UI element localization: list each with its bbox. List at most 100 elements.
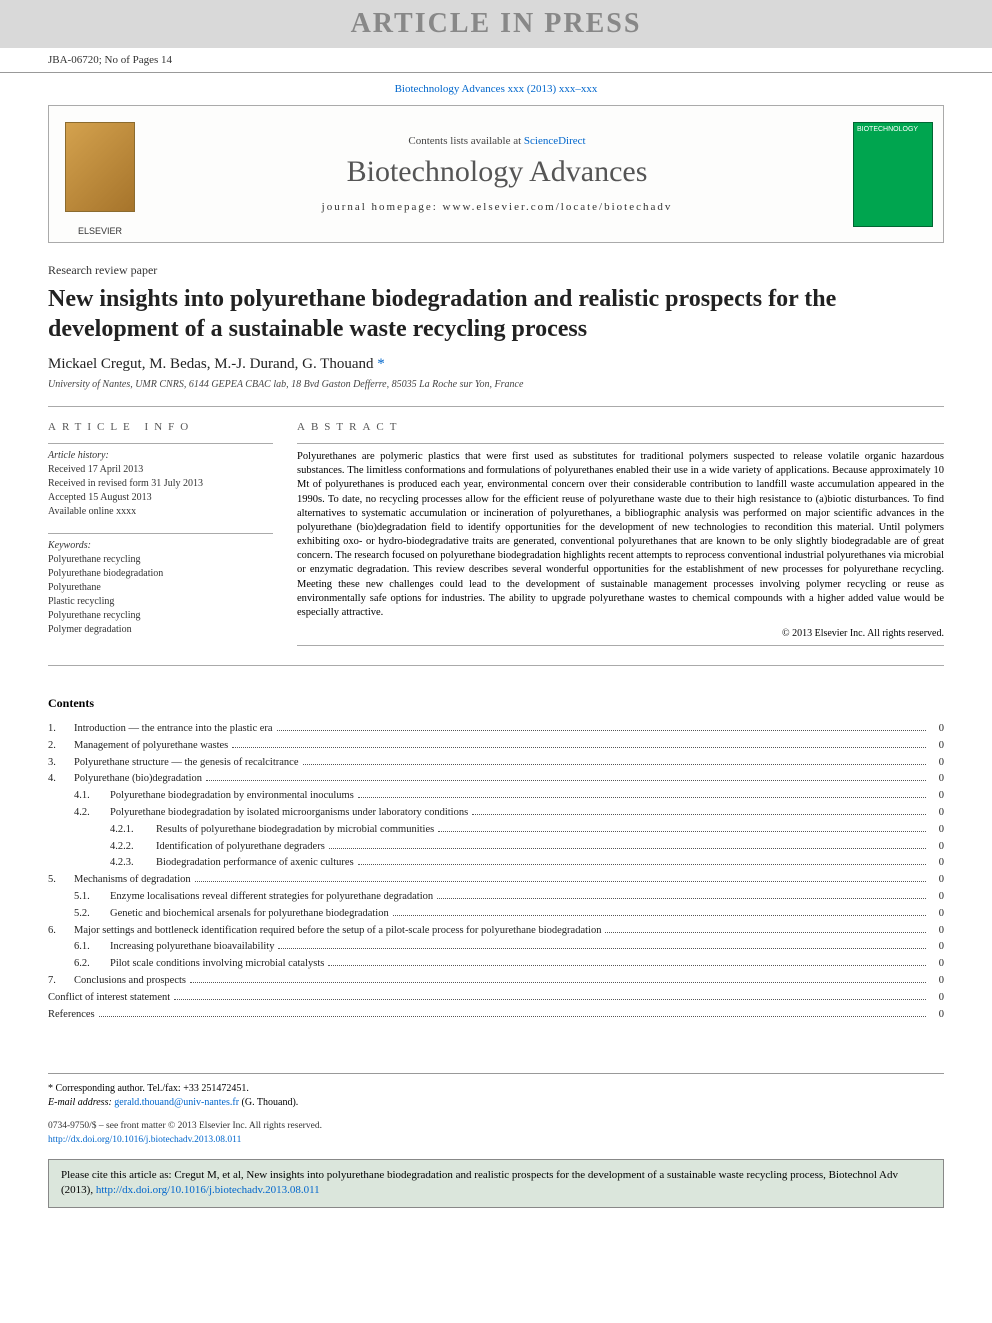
- toc-dots: [605, 932, 926, 933]
- contents-prefix: Contents lists available at: [408, 135, 523, 147]
- toc-label: Identification of polyurethane degraders: [156, 839, 325, 856]
- citation-box: Please cite this article as: Cregut M, e…: [48, 1159, 944, 1208]
- toc-number: 1.: [48, 721, 74, 738]
- corresponding-email-link[interactable]: gerald.thouand@univ-nantes.fr: [114, 1097, 239, 1108]
- toc-label: Introduction — the entrance into the pla…: [74, 721, 273, 738]
- toc-row: 5.Mechanisms of degradation0: [48, 872, 944, 889]
- toc-label: Conclusions and prospects: [74, 973, 186, 990]
- elsevier-logo-container: ELSEVIER: [49, 106, 151, 242]
- toc-label: Increasing polyurethane bioavailability: [110, 939, 274, 956]
- divider-mid: [48, 665, 944, 666]
- toc-page: 0: [930, 990, 944, 1007]
- toc-dots: [393, 915, 926, 916]
- toc-number: 2.: [48, 738, 74, 755]
- toc-number: 5.: [48, 872, 74, 889]
- keywords-head: Keywords:: [48, 540, 273, 551]
- toc-number: 6.: [48, 923, 74, 940]
- toc-dots: [278, 948, 926, 949]
- jba-reference: JBA-06720; No of Pages 14: [0, 48, 992, 73]
- elsevier-tree-icon: [55, 112, 145, 222]
- toc-page: 0: [930, 738, 944, 755]
- toc-row: Conflict of interest statement 0: [48, 990, 944, 1007]
- article-title: New insights into polyurethane biodegrad…: [48, 284, 944, 344]
- toc-label: Pilot scale conditions involving microbi…: [110, 956, 324, 973]
- toc-row: 3.Polyurethane structure — the genesis o…: [48, 755, 944, 772]
- email-suffix: (G. Thouand).: [239, 1097, 298, 1108]
- keyword: Polyurethane recycling: [48, 553, 273, 567]
- toc-dots: [303, 764, 927, 765]
- history-line: Received 17 April 2013: [48, 463, 273, 477]
- toc-number: 4.2.1.: [110, 822, 156, 839]
- front-matter-line: 0734-9750/$ – see front matter © 2013 El…: [48, 1120, 944, 1133]
- toc-page: 0: [930, 973, 944, 990]
- email-label: E-mail address:: [48, 1097, 114, 1108]
- toc-dots: [174, 999, 926, 1000]
- header-center: Contents lists available at ScienceDirec…: [151, 123, 843, 225]
- authors-line: Mickael Cregut, M. Bedas, M.-J. Durand, …: [48, 356, 944, 373]
- toc-dots: [437, 898, 926, 899]
- toc-row: 1.Introduction — the entrance into the p…: [48, 721, 944, 738]
- elsevier-label: ELSEVIER: [55, 226, 145, 236]
- toc-number: 4.2.3.: [110, 855, 156, 872]
- journal-title: Biotechnology Advances: [151, 155, 843, 189]
- citation-doi-link[interactable]: http://dx.doi.org/10.1016/j.biotechadv.2…: [96, 1184, 320, 1196]
- toc-row: 6.1.Increasing polyurethane bioavailabil…: [48, 939, 944, 956]
- toc-dots: [328, 965, 926, 966]
- article-type-label: Research review paper: [48, 263, 944, 278]
- toc-dots: [472, 814, 926, 815]
- front-matter: 0734-9750/$ – see front matter © 2013 El…: [48, 1120, 944, 1147]
- history-line: Available online xxxx: [48, 505, 273, 519]
- toc-label: Enzyme localisations reveal different st…: [110, 889, 433, 906]
- toc-page: 0: [930, 906, 944, 923]
- toc-dots: [358, 864, 926, 865]
- journal-reference-line: Biotechnology Advances xxx (2013) xxx–xx…: [0, 73, 992, 105]
- toc-label: Polyurethane structure — the genesis of …: [74, 755, 299, 772]
- journal-cover-icon: BIOTECHNOLOGY: [843, 114, 943, 234]
- keyword: Polyurethane recycling: [48, 609, 273, 623]
- toc-dots: [277, 730, 926, 731]
- toc-page: 0: [930, 956, 944, 973]
- toc-dots: [329, 848, 926, 849]
- footer-notes: * Corresponding author. Tel./fax: +33 25…: [48, 1073, 944, 1110]
- toc-number: 4.1.: [74, 788, 110, 805]
- email-line: E-mail address: gerald.thouand@univ-nant…: [48, 1096, 944, 1110]
- toc-page: 0: [930, 788, 944, 805]
- toc-row: 4.1.Polyurethane biodegradation by envir…: [48, 788, 944, 805]
- toc-page: 0: [930, 721, 944, 738]
- toc-page: 0: [930, 755, 944, 772]
- toc-number: 7.: [48, 973, 74, 990]
- authors-names: Mickael Cregut, M. Bedas, M.-J. Durand, …: [48, 356, 374, 372]
- keyword: Polyurethane biodegradation: [48, 567, 273, 581]
- journal-homepage: journal homepage: www.elsevier.com/locat…: [151, 201, 843, 213]
- toc-page: 0: [930, 1007, 944, 1024]
- toc-number: 4.2.: [74, 805, 110, 822]
- corresponding-mark[interactable]: *: [374, 356, 385, 372]
- journal-header-box: ELSEVIER Contents lists available at Sci…: [48, 105, 944, 243]
- keyword: Plastic recycling: [48, 595, 273, 609]
- toc-row: 4.2.1.Results of polyurethane biodegrada…: [48, 822, 944, 839]
- toc-row: 4.Polyurethane (bio)degradation0: [48, 771, 944, 788]
- sciencedirect-link[interactable]: ScienceDirect: [524, 135, 586, 147]
- toc-label: Conflict of interest statement: [48, 990, 170, 1007]
- toc-label: Polyurethane biodegradation by isolated …: [110, 805, 468, 822]
- toc-dots: [438, 831, 926, 832]
- toc-page: 0: [930, 923, 944, 940]
- abstract-column: ABSTRACT Polyurethanes are polymeric pla…: [297, 421, 944, 651]
- contents-section: Contents 1.Introduction — the entrance i…: [48, 696, 944, 1023]
- history-line: Received in revised form 31 July 2013: [48, 477, 273, 491]
- toc-number: 6.1.: [74, 939, 110, 956]
- history-head: Article history:: [48, 450, 273, 461]
- toc-label: Management of polyurethane wastes: [74, 738, 228, 755]
- history-line: Accepted 15 August 2013: [48, 491, 273, 505]
- abstract-head: ABSTRACT: [297, 421, 944, 433]
- journal-ref-link[interactable]: Biotechnology Advances xxx (2013) xxx–xx…: [395, 83, 598, 95]
- contents-available-line: Contents lists available at ScienceDirec…: [151, 135, 843, 147]
- toc-row: 6.2.Pilot scale conditions involving mic…: [48, 956, 944, 973]
- journal-cover-label: BIOTECHNOLOGY: [857, 126, 918, 133]
- toc-dots: [358, 797, 926, 798]
- toc-dots: [195, 881, 926, 882]
- toc-label: Mechanisms of degradation: [74, 872, 191, 889]
- doi-link[interactable]: http://dx.doi.org/10.1016/j.biotechadv.2…: [48, 1135, 241, 1145]
- toc-dots: [206, 780, 926, 781]
- keyword: Polymer degradation: [48, 623, 273, 637]
